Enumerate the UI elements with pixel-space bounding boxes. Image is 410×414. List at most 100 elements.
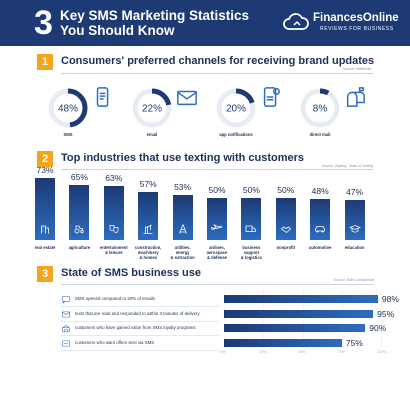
truck-icon (245, 225, 257, 232)
industry-label-line: support (243, 250, 260, 255)
sms-icon (61, 296, 71, 304)
section-3-source: Source: SMS Comparison (334, 278, 375, 282)
industry-bar (69, 184, 90, 240)
donut-slice (216, 88, 256, 128)
grid-line (341, 290, 343, 348)
section-3-title: State of SMS business use (61, 267, 201, 279)
brand-name: FinancesOnline (313, 12, 399, 24)
industry-value: 47% (346, 187, 364, 198)
industry-value: 57% (139, 178, 157, 189)
use-label: texts that are read and responded to wit… (75, 311, 200, 316)
industry-label-line: construction, (134, 245, 162, 250)
x-tick-label: 75% (337, 350, 345, 354)
handshake-icon (280, 226, 291, 234)
grid-line (224, 290, 225, 348)
industry-label: real estate (25, 245, 65, 250)
page-title: Key SMS Marketing Statistics You Should … (60, 8, 249, 38)
donut-slice (300, 88, 340, 128)
use-row-rule (61, 335, 219, 336)
use-row-rule (61, 350, 219, 351)
channel-label: direct mail (309, 132, 331, 137)
x-tick-label: 0% (220, 350, 226, 354)
tractor-icon (74, 225, 85, 234)
use-label: customers who want offers sent via SMS (75, 340, 155, 345)
channel-donut: 48% (48, 88, 88, 128)
title-line-2: You Should Know (60, 23, 175, 38)
section-2-title: Top industries that use texting with cus… (61, 152, 305, 164)
utilities-icon (178, 224, 187, 234)
header-number: 3 (34, 4, 53, 42)
industry-bar (275, 197, 296, 240)
industry-label-line: agriculture (68, 245, 91, 250)
industry-label: airlines, aerospace & defense (197, 245, 237, 260)
industry-bar (138, 191, 159, 240)
industry-bar (172, 194, 193, 240)
industry-label: construction, machinery & homes (128, 245, 168, 260)
industry-label: entertainment & leisure (94, 245, 134, 255)
loyalty-icon (62, 325, 70, 333)
industry-label-line: & homes (139, 255, 158, 260)
channel-label: app notifications (219, 132, 253, 137)
industry-label-line: & logistics (240, 255, 262, 260)
channel-label: SMS (63, 132, 73, 137)
channel-donut: 22% (132, 88, 172, 128)
industry-label-line: energy (175, 250, 190, 255)
section-2-source: Source: Zipwhip, State of Texting (322, 164, 374, 168)
channel-donut: 8% (300, 88, 340, 128)
x-tick-label: 25% (259, 350, 267, 354)
industry-label-line: & defense (206, 255, 227, 260)
industry-bar (103, 186, 124, 240)
section-3-divider (61, 284, 373, 285)
message-icon (61, 311, 71, 318)
section-2-badge: 2 (37, 151, 53, 167)
use-bar (224, 295, 378, 303)
industry-value: 50% (277, 184, 295, 195)
industry-label-line: utilities, (174, 245, 191, 250)
industry-label-line: automotive (309, 245, 332, 250)
app-notification-icon (263, 87, 280, 107)
industry-label: utilities, energy & extraction (163, 245, 203, 260)
theater-icon (109, 225, 119, 233)
industry-label-line: & leisure (104, 250, 123, 255)
industry-value: 65% (70, 171, 88, 182)
industry-label-line: airlines, (209, 245, 225, 250)
building-icon (41, 225, 49, 234)
donut-slice (132, 88, 172, 128)
industry-value: 53% (174, 181, 192, 192)
cloud-logo-icon (283, 13, 309, 30)
donut-slice (48, 88, 88, 128)
industry-label-line: education (344, 245, 365, 250)
channel-donut: 20% (216, 88, 256, 128)
section-1-source: Source: eMarketer (343, 67, 372, 71)
industry-bar (310, 199, 331, 240)
section-1-title: Consumers' preferred channels for receiv… (61, 55, 375, 67)
use-row-rule (61, 306, 219, 307)
industry-bar (344, 200, 365, 240)
industry-label: nonprofit (266, 245, 306, 250)
use-label: SMS opened compared to 20% of emails (75, 296, 155, 301)
industry-label-line: business (242, 245, 261, 250)
use-bar (224, 324, 366, 332)
industry-label: automotive (300, 245, 340, 250)
use-value: 98% (381, 294, 399, 304)
x-tick-label: 50% (298, 350, 306, 354)
industry-label-line: entertainment (99, 245, 128, 250)
use-bar (224, 310, 374, 318)
industry-label-line: real estate (34, 245, 56, 250)
graduation-cap-icon (348, 225, 361, 233)
phone-sms-icon (96, 87, 109, 107)
industry-label-line: nonprofit (276, 245, 295, 250)
use-bar (224, 339, 342, 347)
channel-label: email (146, 132, 158, 137)
construction-icon (143, 224, 153, 234)
industry-value: 50% (208, 184, 226, 195)
offer-icon (61, 340, 71, 347)
airplane-icon (211, 224, 223, 230)
industry-label-line: machinery (137, 250, 159, 255)
channel-value: 22% (142, 104, 162, 115)
use-value: 75% (345, 338, 363, 348)
section-1-badge: 1 (37, 54, 53, 70)
title-line-1: Key SMS Marketing Statistics (60, 8, 250, 23)
grid-line (263, 290, 265, 348)
use-label: customers who have gained value from SMS… (75, 325, 196, 330)
